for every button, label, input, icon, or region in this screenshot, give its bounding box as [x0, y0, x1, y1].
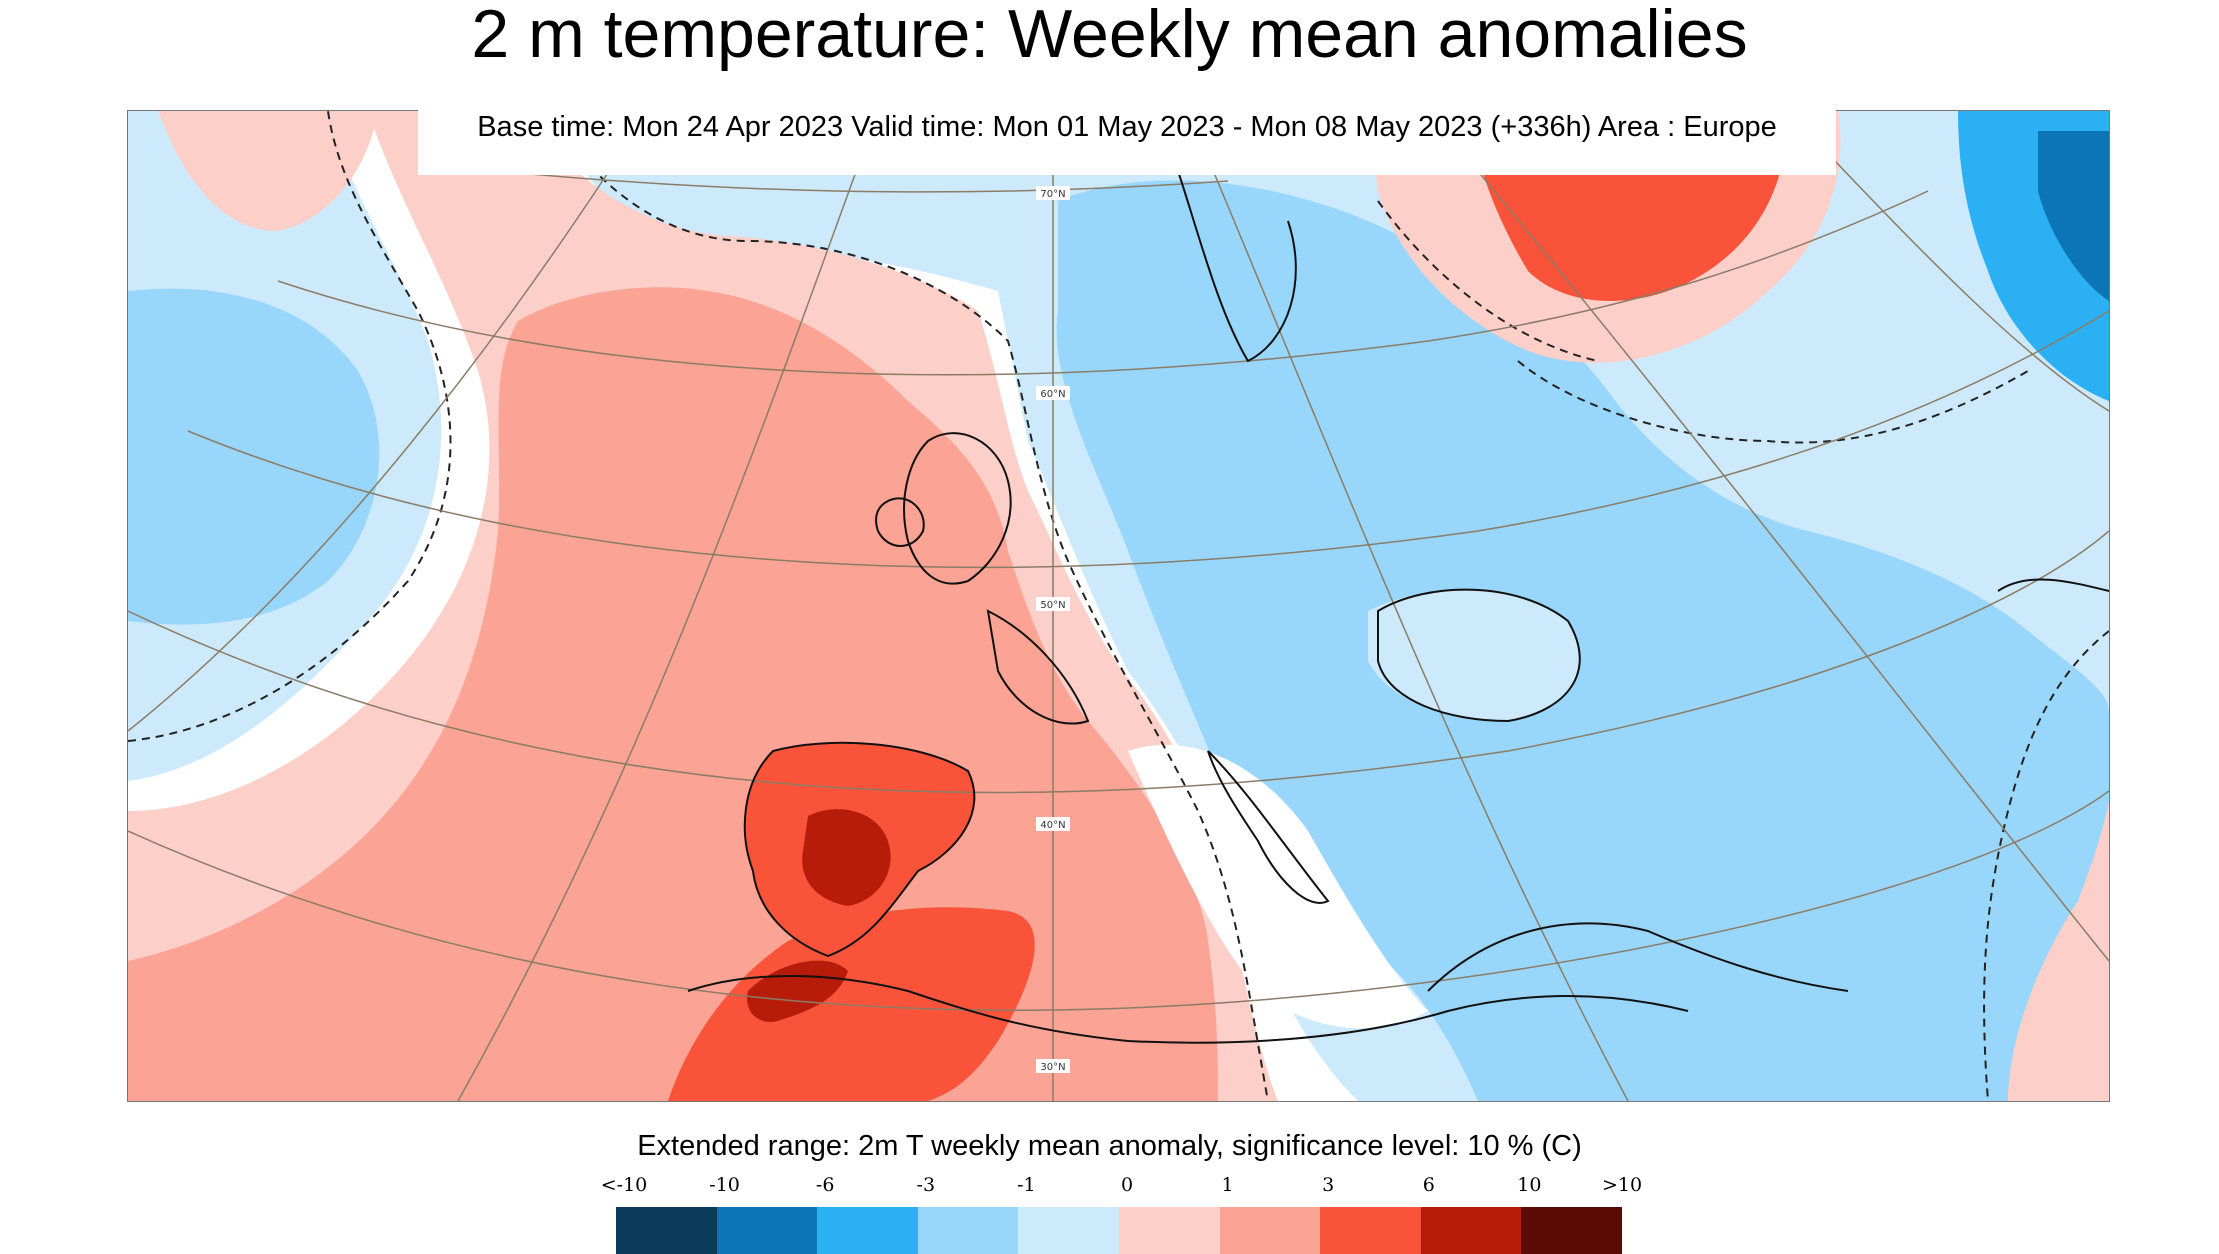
legend-label: 6 — [1422, 1174, 1435, 1196]
base-valid-time-text: Base time: Mon 24 Apr 2023 Valid time: M… — [477, 111, 1777, 143]
color-legend: <-10 -10 -6 -3 -1 0 1 3 6 10 >10 — [601, 1174, 1642, 1254]
legend-swatch — [1119, 1207, 1221, 1254]
legend-swatch — [917, 1207, 1019, 1254]
legend-swatch — [817, 1207, 919, 1254]
legend-label: >10 — [1601, 1174, 1643, 1196]
legend-label: 0 — [1120, 1174, 1134, 1196]
chart-title: 2 m temperature: Weekly mean anomalies — [471, 0, 1748, 72]
coastlines — [687, 170, 2109, 1044]
latitude-labels: 70°N 60°N 50°N 40°N 30°N — [1036, 186, 1070, 1073]
region-neutral-italy — [1128, 744, 1428, 1029]
region-warm-greenland — [158, 111, 378, 231]
significance-contours — [128, 111, 2109, 1101]
legend-title: Extended range: 2m T weekly mean anomaly… — [637, 1130, 1582, 1162]
legend-swatch — [1521, 1207, 1623, 1254]
legend-label: 3 — [1322, 1174, 1335, 1196]
legend-swatch — [716, 1207, 818, 1254]
map-canvas: 70°N 60°N 50°N 40°N 30°N — [128, 111, 2109, 1101]
region-hot-north-africa — [668, 907, 1035, 1101]
legend-label: 10 — [1517, 1174, 1542, 1196]
map-info-box: Base time: Mon 24 Apr 2023 Valid time: M… — [418, 110, 1836, 175]
region-very-cold-east — [2038, 131, 2109, 301]
legend-label: -6 — [815, 1174, 835, 1196]
legend-label: -1 — [1017, 1174, 1036, 1196]
lat-label-40: 40°N — [1040, 820, 1065, 831]
legend-label: 1 — [1221, 1174, 1234, 1196]
region-warm-atlantic — [128, 287, 1218, 1101]
lat-label-30: 30°N — [1040, 1062, 1065, 1073]
anomaly-map[interactable]: 70°N 60°N 50°N 40°N 30°N — [127, 110, 2110, 1102]
legend-label: <-10 — [600, 1174, 648, 1196]
lat-label-70: 70°N — [1040, 189, 1065, 200]
graticule — [128, 111, 2109, 1101]
legend-label: -10 — [709, 1174, 740, 1196]
region-warm-southeast — [2008, 801, 2109, 1101]
legend-swatch — [1018, 1207, 1120, 1254]
region-black-sea-pale — [1368, 589, 1580, 721]
lat-label-50: 50°N — [1040, 600, 1065, 611]
lat-label-60: 60°N — [1040, 389, 1065, 400]
legend-swatch — [616, 1207, 718, 1254]
legend-swatch — [1320, 1207, 1422, 1254]
region-very-hot-iberia — [802, 809, 891, 906]
legend-swatch — [1420, 1207, 1522, 1254]
legend-label: -3 — [916, 1174, 936, 1196]
legend-swatch — [1219, 1207, 1321, 1254]
